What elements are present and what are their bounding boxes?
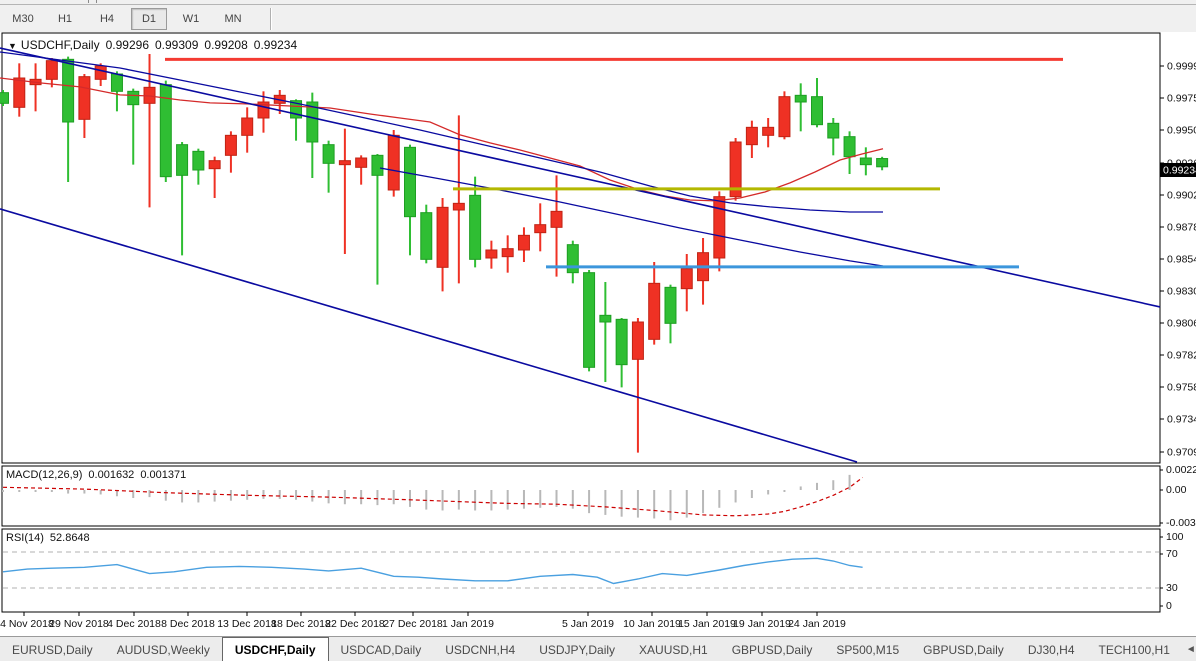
- tab-audusd-weekly[interactable]: AUDUSD,Weekly: [116, 642, 210, 657]
- svg-text:0.002247: 0.002247: [1166, 464, 1196, 476]
- current-price-tag: [1160, 163, 1196, 177]
- svg-text:0.98300: 0.98300: [1167, 286, 1196, 298]
- timeframe-button-w1[interactable]: W1: [173, 7, 209, 30]
- ohlc-close: 0.99234: [253, 38, 298, 52]
- tab-scroll-nav: ◄ ►: [1182, 637, 1196, 661]
- tab-eurusd-daily[interactable]: EURUSD,Daily: [12, 642, 93, 657]
- macd-signal-line: [2, 477, 863, 517]
- svg-text:0.99990: 0.99990: [1167, 61, 1196, 73]
- svg-text:10 Jan 2019: 10 Jan 2019: [623, 618, 681, 630]
- indicator-axis: 0.002247 0.00 -0.003776 100 70 30 0: [1160, 464, 1196, 612]
- toolbar-divider: [270, 7, 272, 30]
- svg-text:0.99025: 0.99025: [1167, 190, 1196, 202]
- svg-text:-0.003776: -0.003776: [1166, 517, 1196, 529]
- tab-gbpusd-daily-2[interactable]: GBPUSD,Daily: [923, 642, 1004, 657]
- main-chart-panel[interactable]: [1, 32, 1161, 464]
- tab-gbpusd-daily[interactable]: GBPUSD,Daily: [731, 642, 813, 657]
- svg-text:0.97095: 0.97095: [1167, 447, 1196, 459]
- svg-text:27 Dec 2018: 27 Dec 2018: [383, 618, 443, 630]
- upper-toolbar-remnant: [0, 0, 1196, 5]
- timeframe-button-h1[interactable]: H1: [47, 7, 83, 30]
- svg-text:70: 70: [1166, 548, 1178, 560]
- ohlc-open: 0.99296: [105, 38, 149, 52]
- svg-text:8 Dec 2018: 8 Dec 2018: [161, 618, 215, 630]
- price-axis: 0.999900.997500.995050.992650.990250.987…: [1160, 61, 1196, 459]
- svg-text:0.97820: 0.97820: [1167, 350, 1196, 362]
- current-price-tag-text: 0.99234: [1163, 165, 1196, 177]
- rsi-name: RSI(14): [6, 532, 44, 544]
- svg-text:0.97340: 0.97340: [1167, 414, 1196, 426]
- svg-text:5 Jan 2019: 5 Jan 2019: [562, 618, 614, 630]
- toolbar-divider: [96, 0, 97, 3]
- macd-panel[interactable]: [1, 465, 1161, 527]
- ohlc-high: 0.99309: [155, 38, 199, 52]
- svg-text:18 Dec 2018: 18 Dec 2018: [271, 618, 331, 630]
- svg-text:0.98785: 0.98785: [1167, 222, 1196, 234]
- timeframe-button-h4[interactable]: H4: [89, 7, 125, 30]
- svg-text:100: 100: [1166, 531, 1184, 543]
- rsi-line: [2, 557, 863, 585]
- svg-text:15 Jan 2019: 15 Jan 2019: [678, 618, 736, 630]
- tab-sp500-m15[interactable]: SP500,M15: [836, 642, 900, 657]
- tab-dj30-h4[interactable]: DJ30,H4: [1027, 642, 1075, 657]
- svg-text:19 Jan 2019: 19 Jan 2019: [733, 618, 791, 630]
- tab-scroll-left-icon[interactable]: ◄: [1185, 644, 1196, 655]
- svg-text:24 Nov 2018: 24 Nov 2018: [0, 618, 54, 630]
- svg-text:0.97580: 0.97580: [1167, 382, 1196, 394]
- macd-name: MACD(12,26,9): [6, 469, 83, 481]
- ma-blue-slow: [379, 167, 884, 267]
- channel-upper[interactable]: [0, 47, 1161, 308]
- rsi-value: 52.8648: [49, 532, 90, 544]
- svg-text:29 Nov 2018: 29 Nov 2018: [49, 618, 109, 630]
- ma-blue-medium: [0, 51, 883, 213]
- macd-histogram: [2, 474, 851, 521]
- svg-text:0: 0: [1166, 600, 1172, 612]
- timeframe-button-mn[interactable]: MN: [215, 7, 251, 30]
- svg-text:4 Dec 2018: 4 Dec 2018: [107, 618, 161, 630]
- rsi-indicator-label: RSI(14) 52.8648: [6, 532, 96, 544]
- tab-usdjpy-daily[interactable]: USDJPY,Daily: [539, 642, 616, 657]
- macd-value-main: 0.001632: [88, 469, 135, 481]
- toolbar-divider: [88, 0, 89, 3]
- svg-text:0.98060: 0.98060: [1167, 318, 1196, 330]
- chart-symbol-period: USDCHF,Daily: [20, 38, 100, 52]
- svg-text:0.99505: 0.99505: [1167, 125, 1196, 137]
- ohlc-low: 0.99208: [204, 38, 248, 52]
- svg-text:0.00: 0.00: [1166, 484, 1187, 496]
- svg-text:0.98545: 0.98545: [1167, 254, 1196, 266]
- tab-usdchf-daily[interactable]: USDCHF,Daily: [221, 637, 329, 661]
- channel-lower[interactable]: [0, 208, 858, 463]
- tab-usdcnh-h4[interactable]: USDCNH,H4: [445, 642, 516, 657]
- timeframe-button-m30[interactable]: M30: [5, 7, 41, 30]
- chart-tabs-bar: EURUSD,Daily AUDUSD,Weekly USDCHF,Daily …: [0, 636, 1196, 661]
- timeframe-toolbar: M30 H1 H4 D1 W1 MN: [0, 5, 1196, 32]
- tab-xauusd-h1[interactable]: XAUUSD,H1: [639, 642, 708, 657]
- rsi-panel[interactable]: [1, 528, 1161, 613]
- macd-indicator-label: MACD(12,26,9) 0.001632 0.001371: [6, 469, 192, 481]
- svg-text:22 Dec 2018: 22 Dec 2018: [325, 618, 385, 630]
- tab-tech100-h1[interactable]: TECH100,H1: [1098, 642, 1170, 657]
- svg-text:24 Jan 2019: 24 Jan 2019: [788, 618, 846, 630]
- svg-text:1 Jan 2019: 1 Jan 2019: [442, 618, 494, 630]
- macd-value-signal: 0.001371: [140, 469, 187, 481]
- svg-text:0.99750: 0.99750: [1167, 93, 1196, 105]
- svg-text:30: 30: [1166, 582, 1178, 594]
- svg-text:13 Dec 2018: 13 Dec 2018: [217, 618, 277, 630]
- chart-title: ▼ USDCHF,Daily 0.99296 0.99309 0.99208 0.9923…: [8, 38, 303, 52]
- timeframe-button-d1[interactable]: D1: [131, 7, 167, 30]
- ma-red-fast: [0, 77, 884, 202]
- tab-usdcad-daily[interactable]: USDCAD,Daily: [340, 642, 422, 657]
- chart-dropdown-icon[interactable]: ▼: [8, 41, 17, 51]
